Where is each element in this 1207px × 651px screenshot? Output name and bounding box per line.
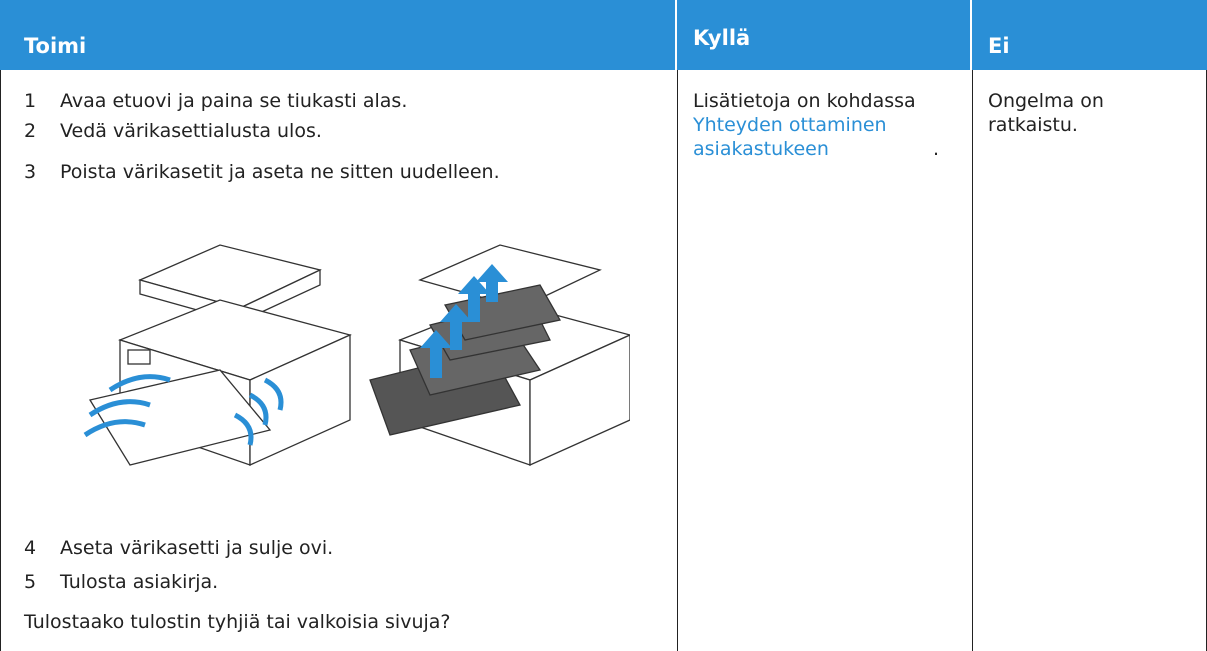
- border: [677, 70, 678, 651]
- support-link[interactable]: Yhteyden ottaminen asiakastukeen: [693, 114, 887, 160]
- step-text: Aseta värikasetti ja sulje ovi.: [60, 537, 334, 559]
- printer-left: [88, 244, 352, 467]
- step-number: 5: [24, 571, 37, 593]
- border: [0, 70, 1, 651]
- border: [972, 70, 973, 651]
- question: Tulostaako tulostin tyhjiä tai valkoisia…: [24, 611, 451, 633]
- arrows-right: [420, 264, 508, 378]
- step-number: 3: [24, 161, 37, 183]
- step-text: Avaa etuovi ja paina se tiukasti alas.: [60, 90, 408, 112]
- header-cell: Kyllä: [677, 0, 970, 70]
- step-number: 4: [24, 537, 37, 559]
- header-cell: Ei: [972, 0, 1207, 70]
- yes-cell: Lisätietoja on kohdassa Yhteyden ottamin…: [693, 89, 963, 161]
- header-cell: Toimi: [0, 0, 675, 70]
- illustration: [83, 244, 630, 467]
- header-text: Toimi: [24, 34, 87, 58]
- step-text: Poista värikasetit ja aseta ne sitten uu…: [60, 161, 500, 183]
- yes-text: Lisätietoja on kohdassa: [693, 90, 916, 112]
- header-text: Kyllä: [693, 26, 751, 50]
- yes-end: .: [933, 138, 940, 160]
- step-number: 2: [24, 120, 37, 142]
- no-text: Ongelma on ratkaistu.: [988, 90, 1104, 136]
- header-text: Ei: [988, 34, 1010, 58]
- step-text: Vedä värikasettialusta ulos.: [60, 120, 322, 142]
- arrows-left: [83, 374, 284, 446]
- step-number: 1: [24, 90, 37, 112]
- step-text: Tulosta asiakirja.: [60, 571, 219, 593]
